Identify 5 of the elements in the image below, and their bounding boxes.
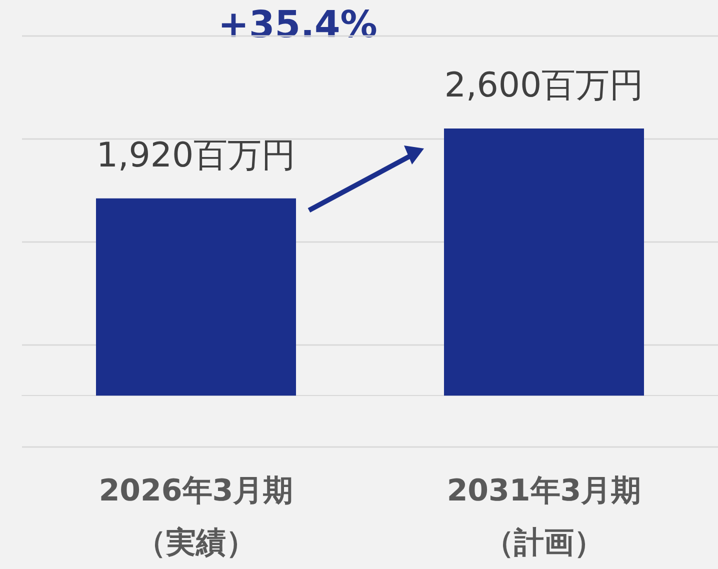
data-label: 2,600百万円 — [444, 65, 644, 106]
x-tick-label: 2026年3月期（実績） — [98, 474, 294, 560]
x-tick-label: 2031年3月期（計画） — [446, 474, 642, 560]
annotation: +35.4% — [218, 3, 378, 46]
data-label: 1,920百万円 — [96, 135, 296, 176]
